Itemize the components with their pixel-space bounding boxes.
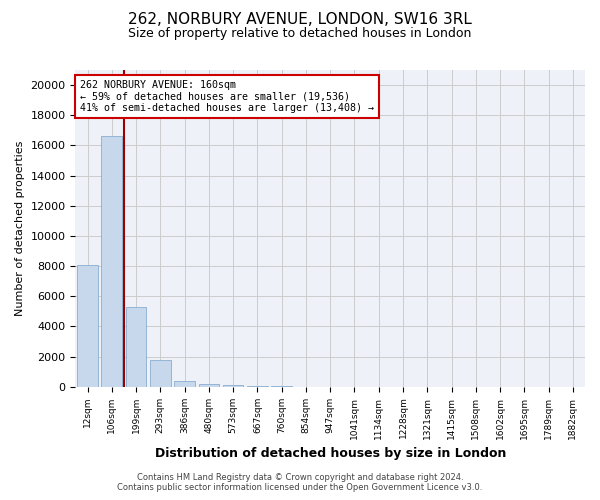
Y-axis label: Number of detached properties: Number of detached properties [15,140,25,316]
Bar [199,384,219,387]
Text: 262, NORBURY AVENUE, LONDON, SW16 3RL: 262, NORBURY AVENUE, LONDON, SW16 3RL [128,12,472,28]
Bar [271,386,292,387]
Bar [223,385,244,387]
Bar [247,386,268,387]
Bar [126,307,146,387]
Text: Size of property relative to detached houses in London: Size of property relative to detached ho… [128,28,472,40]
Bar [101,136,122,387]
Bar [150,360,170,387]
Bar [174,381,195,387]
Text: 262 NORBURY AVENUE: 160sqm
← 59% of detached houses are smaller (19,536)
41% of : 262 NORBURY AVENUE: 160sqm ← 59% of deta… [80,80,374,112]
Text: Contains HM Land Registry data © Crown copyright and database right 2024.
Contai: Contains HM Land Registry data © Crown c… [118,473,482,492]
Bar [77,266,98,387]
X-axis label: Distribution of detached houses by size in London: Distribution of detached houses by size … [155,447,506,460]
